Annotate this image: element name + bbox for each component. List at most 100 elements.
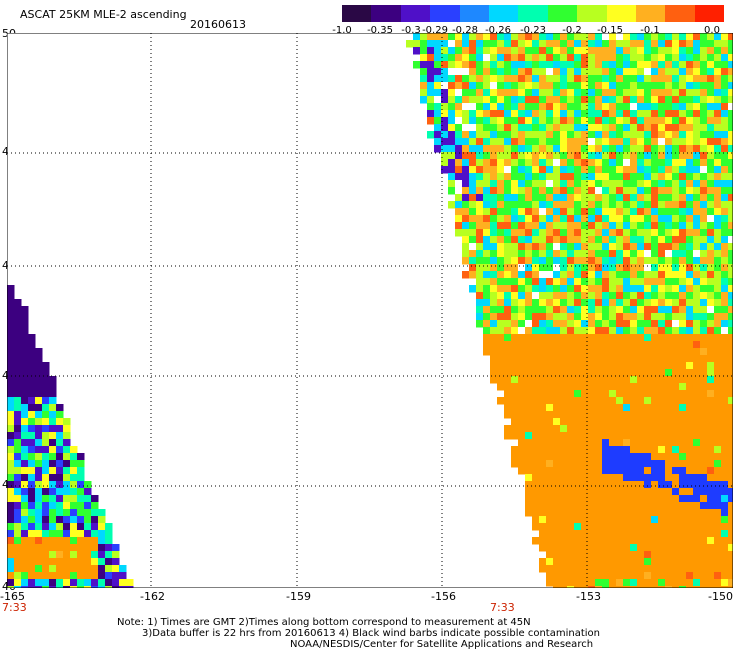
swath-cell [14,432,22,440]
swath-cell [693,439,701,447]
swath-cell [77,460,85,468]
swath-cell [553,40,561,48]
swath-cell [63,432,71,440]
swath-cell [609,558,617,566]
swath-cell [455,103,463,111]
swath-cell [35,411,43,419]
swath-cell [686,229,694,237]
swath-cell [651,516,659,524]
swath-cell [581,383,589,391]
swath-cell [574,82,582,90]
swath-cell [637,306,645,314]
swath-cell [518,47,526,55]
swath-cell [511,103,519,111]
swath-cell [434,40,442,48]
swath-cell [693,124,701,132]
swath-cell [525,145,533,153]
swath-cell [35,537,43,545]
swath-cell [42,397,50,405]
swath-cell [518,138,526,146]
swath-cell [7,453,15,461]
swath-cell [511,208,519,216]
swath-cell [469,187,477,195]
swath-cell [630,523,638,531]
swath-cell [490,250,498,258]
swath-cell [630,334,638,342]
swath-cell [84,579,92,587]
swath-cell [728,516,733,524]
swath-cell [539,229,547,237]
swath-cell [490,285,498,293]
swath-cell [707,68,715,76]
swath-cell [644,138,652,146]
swath-cell [70,565,78,573]
swath-cell [623,82,631,90]
swath-cell [462,201,470,209]
swath-cell [602,495,610,503]
swath-cell [28,397,36,405]
swath-cell [616,502,624,510]
swath-cell [679,383,687,391]
swath-cell [560,201,568,209]
swath-cell [700,222,708,230]
swath-cell [700,348,708,356]
swath-cell [497,257,505,265]
swath-cell [546,131,554,139]
swath-cell [686,264,694,272]
swath-cell [532,180,540,188]
swath-cell [14,348,22,356]
swath-cell [707,180,715,188]
swath-cell [91,551,99,559]
swath-cell [462,250,470,258]
swath-cell [126,586,134,588]
swath-cell [714,131,722,139]
swath-cell [651,271,659,279]
swath-cell [49,551,57,559]
swath-cell [644,579,652,587]
swath-cell [483,285,491,293]
swath-cell [532,383,540,391]
swath-cell [427,75,435,83]
swath-cell [721,313,729,321]
swath-cell [112,565,120,573]
swath-cell [630,418,638,426]
swath-cell [672,292,680,300]
swath-cell [651,166,659,174]
swath-cell [504,362,512,370]
swath-cell [28,453,36,461]
swath-cell [714,117,722,125]
swath-cell [546,264,554,272]
swath-cell [609,460,617,468]
swath-cell [609,285,617,293]
swath-cell [476,201,484,209]
swath-cell [630,82,638,90]
swath-cell [658,446,666,454]
swath-cell [483,131,491,139]
swath-cell [651,348,659,356]
swath-cell [518,250,526,258]
swath-cell [630,159,638,167]
swath-cell [546,208,554,216]
swath-cell [658,586,666,588]
swath-cell [700,166,708,174]
swath-cell [588,264,596,272]
swath-cell [728,159,733,167]
swath-cell [21,439,29,447]
swath-cell [602,362,610,370]
swath-cell [588,551,596,559]
swath-cell [651,47,659,55]
swath-cell [574,145,582,153]
swath-cell [679,502,687,510]
swath-cell [504,306,512,314]
swath-cell [728,586,733,588]
swath-cell [651,68,659,76]
swath-cell [665,425,673,433]
swath-cell [574,558,582,566]
swath-cell [658,215,666,223]
swath-cell [441,110,449,118]
swath-cell [84,516,92,524]
swath-cell [560,152,568,160]
swath-cell [616,544,624,552]
swath-cell [28,586,36,588]
swath-cell [700,173,708,181]
